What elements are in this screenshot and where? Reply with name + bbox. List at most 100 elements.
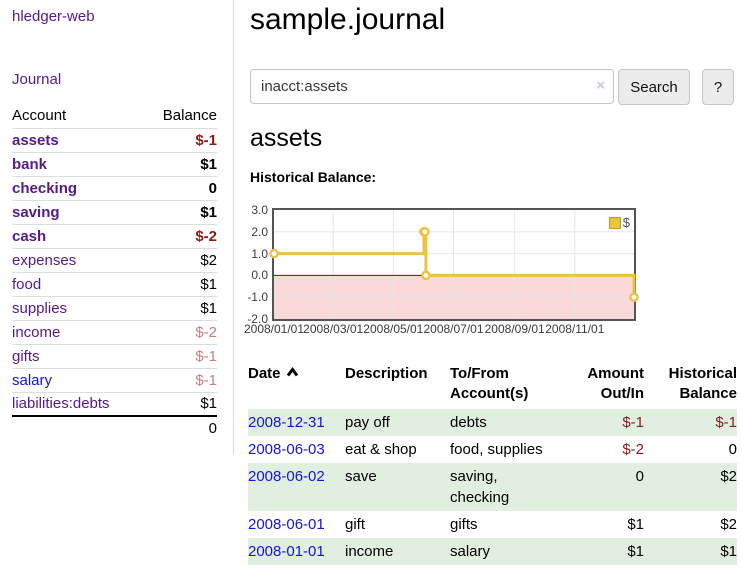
account-row: expenses $2 [12,247,217,272]
register-row: 2008-06-01 gift gifts $1 $2 [248,511,737,538]
account-balance: $2 [143,247,217,272]
account-balance: 0 [143,175,217,200]
sort-ascending-icon [286,364,299,384]
balance-cell: 0 [728,441,737,458]
historical-balance-chart: $ 3.0 2.0 1.0 0.0 -1.0 -2.0 2008/01/01 2008/03/… [244,203,639,336]
register-row: 2008-12-31 pay off debts $-1 $-1 [248,409,737,436]
search-form: × [250,69,614,104]
register-row: 2008-06-02 save saving, checking 0 $2 [248,463,737,511]
account-row: income $-2 [12,319,217,344]
account-balance: $1 [143,151,217,176]
account-row: saving $1 [12,199,217,224]
nav-journal-link[interactable]: Journal [12,71,62,88]
accounts-cell: salary [450,543,491,560]
chart-legend: $ [608,215,630,230]
account-row: checking 0 [12,175,217,200]
x-axis-label: 2008/03/01 [303,322,364,336]
x-axis-label: 2008/07/01 [423,322,484,336]
x-axis-label: 2008/01/01 [243,322,305,336]
account-link[interactable]: checking [12,179,78,197]
description-cell: gift [345,516,366,533]
brand-link[interactable]: hledger-web [12,8,95,25]
description-cell: income [345,543,394,560]
x-axis-label: 2008/05/01 [363,322,424,336]
accounts-table: Account Balance assets $-1 bank $1 checking 0… [12,104,217,440]
account-balance: $-1 [143,367,217,392]
account-balance: $1 [143,199,217,224]
account-balance: $-2 [143,319,217,344]
accounts-cell: food, supplies [450,441,543,458]
search-button[interactable]: Search [618,69,690,105]
account-link[interactable]: salary [12,371,53,389]
register-table: Date Description To/From Account(s) Amoun… [248,362,737,565]
column-header-accounts: To/From Account(s) [450,365,529,402]
balance-cell: $2 [720,516,737,533]
balance-cell: $2 [720,468,737,485]
y-axis-label: 0.0 [251,268,268,283]
register-row: 2008-01-01 income salary $1 $1 [248,538,737,565]
accounts-column-header: Account [12,107,67,125]
date-link[interactable]: 2008-06-03 [248,441,325,458]
date-link[interactable]: 2008-06-02 [248,468,325,485]
amount-cell: 0 [635,468,644,485]
help-button[interactable]: ? [702,69,734,105]
account-row: assets $-1 [12,127,217,152]
balance-cell: $1 [720,543,737,560]
account-link[interactable]: expenses [12,251,77,269]
search-input[interactable] [250,69,614,104]
account-link[interactable]: income [12,323,61,341]
accounts-cell: saving, checking [450,468,510,506]
chart-canvas [269,210,639,319]
column-header-description: Description [345,365,428,382]
date-link[interactable]: 2008-12-31 [248,414,325,431]
sidebar-total-row: 0 [12,415,217,440]
account-row: cash $-2 [12,223,217,248]
account-row: salary $-1 [12,367,217,392]
date-link[interactable]: 2008-06-01 [248,516,325,533]
x-axis-label: 2008/09/01 [484,322,545,336]
amount-cell: $1 [627,516,644,533]
account-balance: $1 [143,391,217,416]
description-cell: pay off [345,414,390,431]
account-link[interactable]: liabilities:debts [12,395,110,413]
x-axis-label: 2008/11/01 [545,322,605,336]
balance-cell: $-1 [715,414,737,431]
sidebar-total-balance: 0 [143,415,217,440]
y-axis-label: 2.0 [251,224,268,239]
register-row: 2008-06-03 eat & shop food, supplies $-2 0 [248,436,737,463]
accounts-cell: gifts [450,516,478,533]
account-heading: assets [250,124,323,152]
column-header-balance: Historical Balance [668,365,737,402]
legend-label: $ [622,215,630,230]
account-link[interactable]: gifts [12,347,40,365]
account-link[interactable]: food [12,275,42,293]
account-link[interactable]: bank [12,155,48,173]
account-balance: $1 [143,271,217,296]
account-link[interactable]: assets [12,131,59,149]
legend-swatch-icon [608,216,621,229]
account-balance: $1 [143,295,217,320]
amount-cell: $1 [627,543,644,560]
y-axis-label: 3.0 [251,203,268,217]
description-cell: eat & shop [345,441,417,458]
account-link[interactable]: saving [12,203,60,221]
y-axis-label: 1.0 [251,246,268,261]
account-link[interactable]: cash [12,227,47,245]
account-row: gifts $-1 [12,343,217,368]
chart-title: Historical Balance: [250,169,377,185]
accounts-cell: debts [450,414,487,431]
clear-search-icon[interactable]: × [596,77,605,94]
account-link[interactable]: supplies [12,299,68,317]
account-row: bank $1 [12,151,217,176]
amount-cell: $-2 [622,441,644,458]
balance-column-header: Balance [162,107,217,125]
account-row: supplies $1 [12,295,217,320]
page-title: sample.journal [250,3,446,36]
date-link[interactable]: 2008-01-01 [248,543,325,560]
column-header-date: Date [248,362,345,409]
account-row: liabilities:debts $1 [12,391,217,416]
amount-cell: $-1 [622,414,644,431]
y-axis-label: -2.0 [247,312,268,326]
description-cell: save [345,468,377,485]
sidebar-divider [233,0,234,454]
